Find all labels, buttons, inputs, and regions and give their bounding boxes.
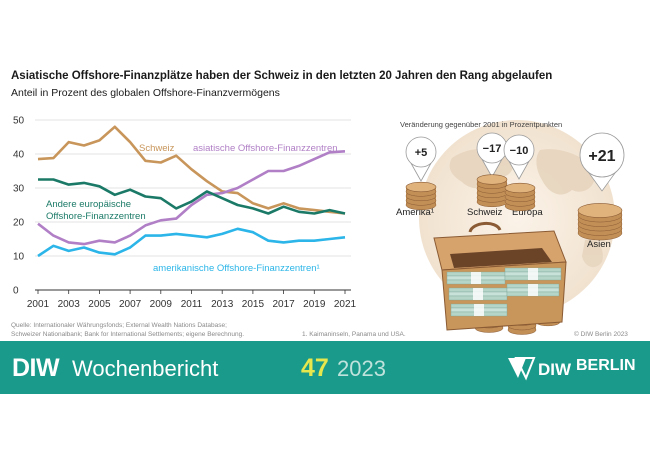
coin-top — [405, 181, 437, 193]
diw-berlin-word: BERLIN — [576, 357, 636, 374]
coin-top — [476, 174, 508, 185]
chart-subtitle: Anteil in Prozent des globalen Offshore-… — [11, 87, 280, 99]
series-label-amerikanische-offshore-finanzzentren: amerikanische Offshore-Finanzzentren¹ — [153, 263, 320, 274]
issue-year: 2023 — [337, 356, 386, 381]
diw-berlin-logo[interactable]: DIW — [506, 355, 638, 381]
publication-banner: DIW Wochenbericht 47 2023 DIW BERLIN — [0, 341, 650, 394]
x-tick-label: 2001 — [27, 299, 50, 310]
source-note: Quelle: Internationaler Währungsfonds; E… — [11, 321, 244, 339]
x-tick-label: 2009 — [150, 299, 173, 310]
line-chart: 0 10 20 30 40 50 2001 2003 2005 2007 2009 2011 2013 2… — [13, 116, 625, 335]
series-line-schweiz — [37, 125, 346, 215]
series-label-andere-europ-ische-offshore-finanzzentren: Offshore-Finanzzentren — [46, 211, 146, 222]
change-pins: Veränderung gegenüber 2001 in Prozentpun… — [396, 120, 625, 250]
y-tick-label: 50 — [13, 116, 25, 127]
series-line-andere-europ-ische-offshore-finanzzentren — [38, 178, 346, 215]
series-label-asiatische-offshore-finanzzentren: asiatische Offshore-Finanzzentren — [193, 143, 338, 154]
series-label-schweiz: Schweiz — [139, 143, 175, 154]
y-tick-label: 0 — [13, 286, 19, 297]
change-region-label: Amerika¹ — [396, 207, 434, 218]
coin-top — [504, 182, 536, 194]
y-tick-label: 40 — [13, 150, 25, 161]
x-tick-label: 2017 — [272, 299, 295, 310]
change-value: −10 — [510, 145, 529, 157]
x-tick-label: 2011 — [181, 299, 203, 310]
series-label-andere-europ-ische-offshore-finanzzentren: Andere europäische — [46, 199, 131, 210]
x-tick-label: 2005 — [88, 299, 111, 310]
x-tick-label: 2015 — [242, 299, 265, 310]
pin-head — [503, 134, 535, 166]
change-caption: Veränderung gegenüber 2001 in Prozentpun… — [400, 120, 562, 129]
diw-logo-text: DIW — [12, 354, 60, 382]
footnote: 1. Kaimaninseln, Panama und USA. — [302, 331, 406, 338]
change-region-label: Schweiz — [467, 207, 503, 218]
coin-top — [577, 203, 623, 218]
series-line-asiatische-offshore-finanzzentren — [37, 150, 346, 246]
copyright: © DIW Berlin 2023 — [574, 331, 628, 338]
change-value: +21 — [588, 148, 615, 165]
pin-head — [405, 136, 437, 168]
y-tick-label: 10 — [13, 252, 25, 263]
bill-band — [528, 268, 538, 280]
change-value: +5 — [415, 147, 428, 159]
x-tick-label: 2003 — [58, 299, 81, 310]
source-line-1: Quelle: Internationaler Währungsfonds; E… — [11, 322, 227, 329]
series-line-amerikanische-offshore-finanzzentren — [37, 227, 346, 258]
change-region-label: Asien — [587, 239, 611, 250]
y-tick-label: 20 — [13, 218, 25, 229]
bill-band — [528, 284, 538, 296]
x-tick-label: 2021 — [334, 299, 357, 310]
bill-stacks — [446, 267, 562, 317]
change-value: −17 — [483, 143, 502, 155]
x-tick-label: 2019 — [303, 299, 326, 310]
pin-head — [579, 132, 625, 178]
change-region-label: Europa — [512, 207, 543, 218]
y-tick-label: 30 — [13, 184, 25, 195]
coins-illustration: Veränderung gegenüber 2001 in Prozentpun… — [396, 120, 625, 335]
series-labels: Schweiz asiatische Offshore-Finanzzentren… — [46, 143, 338, 274]
bill-band — [473, 288, 483, 300]
x-tick-label: 2013 — [211, 299, 234, 310]
publication-name: Wochenbericht — [72, 356, 219, 381]
source-line-2: Schweizer Nationalbank; Bank for Interna… — [11, 331, 245, 338]
chart-title: Asiatische Offshore-Finanzplätze haben d… — [11, 70, 553, 82]
bill-band — [471, 272, 481, 284]
diw-berlin-diw: DIW — [538, 360, 572, 379]
series-lines — [37, 125, 346, 258]
issue-number: 47 — [301, 354, 329, 382]
x-tick-label: 2007 — [119, 299, 142, 310]
bill-band — [474, 304, 484, 316]
chart-axes: 0 10 20 30 40 50 2001 2003 2005 2007 2009 2011 2013 2… — [13, 116, 357, 311]
money-case-graphic — [433, 222, 567, 331]
